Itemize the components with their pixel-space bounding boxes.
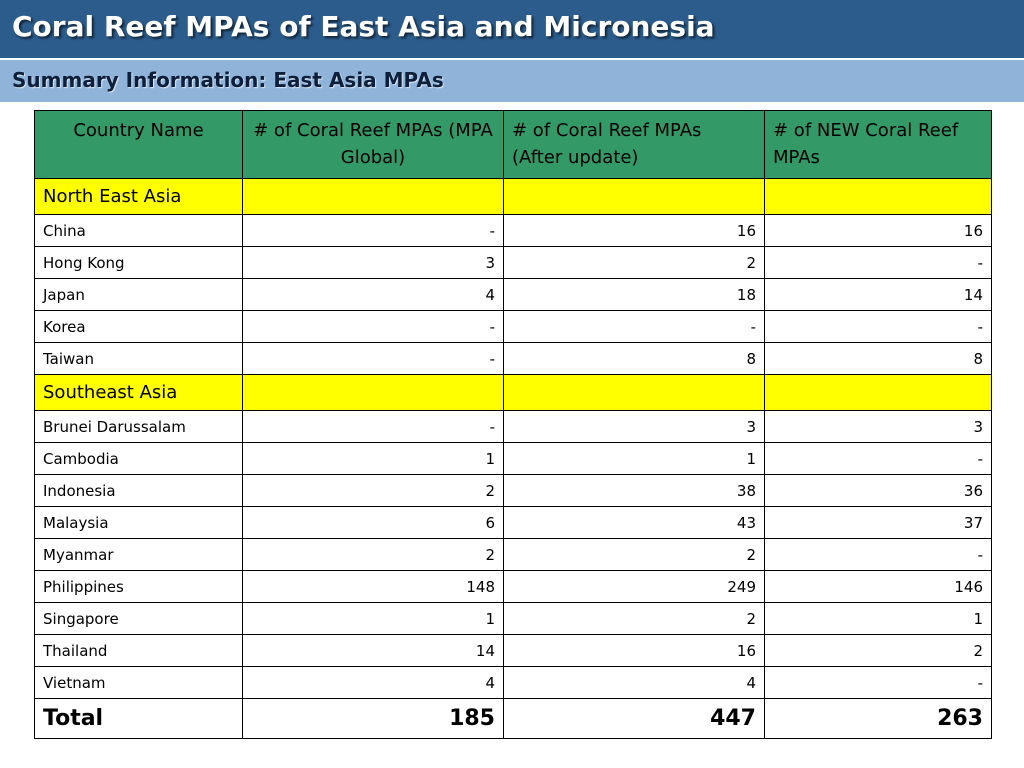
region-empty-cell bbox=[764, 374, 992, 411]
region-empty-cell bbox=[242, 374, 504, 411]
total-row: Total 185 447 263 bbox=[34, 698, 992, 739]
country-name-cell: Philippines bbox=[34, 570, 243, 603]
new-mpas-cell: 3 bbox=[764, 410, 992, 443]
column-header-after-update: # of Coral Reef MPAs (After update) bbox=[503, 110, 765, 179]
table-row: Myanmar 2 2- bbox=[34, 538, 992, 571]
country-name-cell: Taiwan bbox=[34, 342, 243, 375]
after-update-cell: 249 bbox=[503, 570, 765, 603]
new-mpas-cell: - bbox=[764, 310, 992, 343]
new-mpas-cell: - bbox=[764, 666, 992, 699]
new-mpas-cell: 36 bbox=[764, 474, 992, 507]
table-row: Taiwan -8 8 bbox=[34, 342, 992, 375]
region-empty-cell bbox=[764, 178, 992, 215]
mpa-global-cell: - bbox=[242, 214, 504, 247]
after-update-cell: - bbox=[503, 310, 765, 343]
new-mpas-cell: 8 bbox=[764, 342, 992, 375]
country-name-cell: Indonesia bbox=[34, 474, 243, 507]
column-header-new: # of NEW Coral Reef MPAs bbox=[764, 110, 992, 179]
new-mpas-cell: 16 bbox=[764, 214, 992, 247]
total-new: 263 bbox=[764, 698, 992, 739]
mpa-global-cell: 148 bbox=[242, 570, 504, 603]
country-name-cell: Cambodia bbox=[34, 442, 243, 475]
new-mpas-cell: 2 bbox=[764, 634, 992, 667]
new-mpas-cell: 37 bbox=[764, 506, 992, 539]
country-name-cell: Singapore bbox=[34, 602, 243, 635]
table-row: Malaysia 6 43 37 bbox=[34, 506, 992, 539]
region-empty-cell bbox=[503, 374, 765, 411]
total-label: Total bbox=[34, 698, 243, 739]
page-subtitle: Summary Information: East Asia MPAs bbox=[12, 68, 444, 92]
country-name-cell: China bbox=[34, 214, 243, 247]
country-name-cell: Korea bbox=[34, 310, 243, 343]
table-row: Thailand 14 16 2 bbox=[34, 634, 992, 667]
after-update-cell: 2 bbox=[503, 246, 765, 279]
new-mpas-cell: 1 bbox=[764, 602, 992, 635]
mpa-global-cell: 3 bbox=[242, 246, 504, 279]
mpa-global-cell: 2 bbox=[242, 538, 504, 571]
table-row: Korea - - - bbox=[34, 310, 992, 343]
mpa-global-cell: 2 bbox=[242, 474, 504, 507]
table-body: North East Asia China -16 16 Hong Kong 3 2- Jap… bbox=[34, 178, 992, 739]
country-name-cell: Malaysia bbox=[34, 506, 243, 539]
after-update-cell: 43 bbox=[503, 506, 765, 539]
region-row: North East Asia bbox=[34, 178, 992, 215]
table-row: China -16 16 bbox=[34, 214, 992, 247]
after-update-cell: 1 bbox=[503, 442, 765, 475]
mpa-global-cell: 4 bbox=[242, 666, 504, 699]
total-after-update: 447 bbox=[503, 698, 765, 739]
mpa-global-cell: - bbox=[242, 342, 504, 375]
table-row: Philippines 148 249 146 bbox=[34, 570, 992, 603]
region-name: North East Asia bbox=[34, 178, 243, 215]
region-empty-cell bbox=[242, 178, 504, 215]
table-row: Brunei Darussalam -3 3 bbox=[34, 410, 992, 443]
mpa-global-cell: 1 bbox=[242, 602, 504, 635]
after-update-cell: 38 bbox=[503, 474, 765, 507]
table-row: Hong Kong 3 2- bbox=[34, 246, 992, 279]
mpa-global-cell: 4 bbox=[242, 278, 504, 311]
after-update-cell: 2 bbox=[503, 602, 765, 635]
mpa-global-cell: 14 bbox=[242, 634, 504, 667]
mpa-global-cell: 6 bbox=[242, 506, 504, 539]
page-title: Coral Reef MPAs of East Asia and Microne… bbox=[12, 10, 715, 43]
after-update-cell: 3 bbox=[503, 410, 765, 443]
country-name-cell: Brunei Darussalam bbox=[34, 410, 243, 443]
country-name-cell: Japan bbox=[34, 278, 243, 311]
country-name-cell: Vietnam bbox=[34, 666, 243, 699]
country-name-cell: Thailand bbox=[34, 634, 243, 667]
table-row: Cambodia 1 1- bbox=[34, 442, 992, 475]
new-mpas-cell: - bbox=[764, 246, 992, 279]
new-mpas-cell: 146 bbox=[764, 570, 992, 603]
table-row: Singapore 1 2 1 bbox=[34, 602, 992, 635]
after-update-cell: 8 bbox=[503, 342, 765, 375]
after-update-cell: 2 bbox=[503, 538, 765, 571]
table-row: Indonesia 2 38 36 bbox=[34, 474, 992, 507]
table-row: Japan 4 18 14 bbox=[34, 278, 992, 311]
region-empty-cell bbox=[503, 178, 765, 215]
column-header-mpa-global: # of Coral Reef MPAs (MPA Global) bbox=[242, 110, 504, 179]
subtitle-bar: Summary Information: East Asia MPAs bbox=[0, 60, 1024, 102]
mpa-global-cell: 1 bbox=[242, 442, 504, 475]
new-mpas-cell: - bbox=[764, 442, 992, 475]
region-name: Southeast Asia bbox=[34, 374, 243, 411]
after-update-cell: 16 bbox=[503, 214, 765, 247]
after-update-cell: 16 bbox=[503, 634, 765, 667]
country-name-cell: Myanmar bbox=[34, 538, 243, 571]
mpa-global-cell: - bbox=[242, 310, 504, 343]
total-mpa-global: 185 bbox=[242, 698, 504, 739]
title-bar: Coral Reef MPAs of East Asia and Microne… bbox=[0, 0, 1024, 58]
after-update-cell: 18 bbox=[503, 278, 765, 311]
country-name-cell: Hong Kong bbox=[34, 246, 243, 279]
mpa-global-cell: - bbox=[242, 410, 504, 443]
table-row: Vietnam 4 4- bbox=[34, 666, 992, 699]
region-row: Southeast Asia bbox=[34, 374, 992, 411]
column-header-country: Country Name bbox=[34, 110, 243, 179]
new-mpas-cell: - bbox=[764, 538, 992, 571]
after-update-cell: 4 bbox=[503, 666, 765, 699]
mpa-summary-table: Country Name # of Coral Reef MPAs (MPA G… bbox=[34, 110, 992, 739]
table-header-row: Country Name # of Coral Reef MPAs (MPA G… bbox=[34, 110, 992, 179]
new-mpas-cell: 14 bbox=[764, 278, 992, 311]
